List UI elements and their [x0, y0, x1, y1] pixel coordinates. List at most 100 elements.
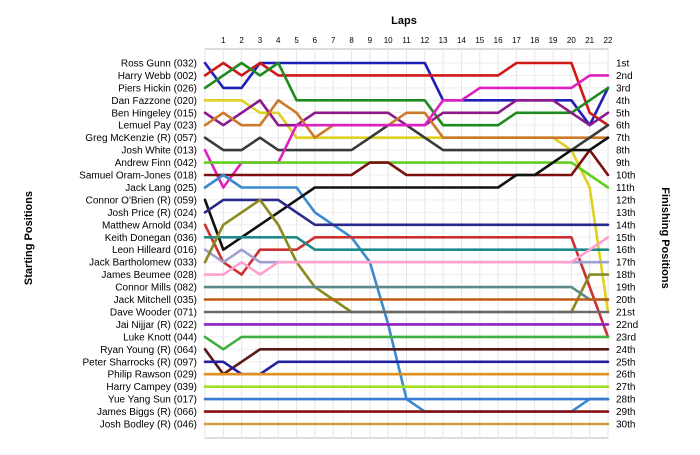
start-label: Lemuel Pay (023) [118, 121, 197, 132]
starting-position-labels: Ross Gunn (032)Harry Webb (002)Piers Hic… [79, 59, 197, 431]
start-label: Peter Sharrocks (R) (097) [83, 357, 197, 368]
finish-label: 2nd [616, 71, 633, 82]
series-group [203, 61, 610, 426]
start-label: Jai Nijjar (R) (022) [116, 320, 197, 331]
start-label: Jack Mitchell (035) [114, 295, 197, 306]
lap-tick: 7 [331, 36, 336, 45]
start-label: Yue Yang Sun (017) [108, 395, 197, 406]
finish-label: 25th [616, 357, 635, 368]
driver-line-14 [203, 223, 610, 339]
lap-tick: 12 [420, 36, 429, 45]
finish-label: 30th [616, 420, 635, 431]
driver-line-25 [203, 360, 610, 376]
start-label: Connor O'Brien (R) (059) [86, 195, 197, 206]
lap-tick: 21 [585, 36, 594, 45]
lap-tick: 22 [604, 36, 613, 45]
finish-label: 17th [616, 258, 635, 269]
finish-label: 4th [616, 96, 630, 107]
finish-label: 10th [616, 171, 635, 182]
start-label: Ross Gunn (032) [121, 59, 197, 70]
lap-tick: 11 [402, 36, 411, 45]
finish-label: 19th [616, 283, 635, 294]
finish-label: 20th [616, 295, 635, 306]
driver-line-18 [203, 236, 610, 276]
finish-label: 13th [616, 208, 635, 219]
start-label: Keith Donegan (036) [105, 233, 197, 244]
finish-label: 27th [616, 382, 635, 393]
finish-label: 18th [616, 270, 635, 281]
lap-tick: 10 [384, 36, 393, 45]
start-label: Josh Bodley (R) (046) [100, 420, 197, 431]
start-label: Harry Campey (039) [106, 382, 197, 393]
lap-tick: 16 [494, 36, 503, 45]
finish-label: 28th [616, 395, 635, 406]
start-label: James Biggs (R) (066) [97, 407, 197, 418]
finish-label: 26th [616, 370, 635, 381]
driver-line-23 [203, 335, 610, 351]
start-label: Harry Webb (002) [118, 71, 197, 82]
finish-label: 15th [616, 233, 635, 244]
y-axis-title-right: Finishing Positions [659, 187, 671, 288]
lap-tick: 5 [294, 36, 299, 45]
start-label: Matthew Arnold (034) [102, 220, 197, 231]
driver-line-10 [203, 148, 610, 177]
driver-line-3 [203, 61, 610, 127]
finish-label: 5th [616, 108, 630, 119]
finish-label: 23rd [616, 332, 636, 343]
start-label: Ryan Young (R) (064) [100, 345, 197, 356]
driver-line-2 [203, 61, 610, 127]
finish-label: 24th [616, 345, 635, 356]
finish-label: 29th [616, 407, 635, 418]
lap-tick: 20 [567, 36, 576, 45]
finish-label: 21st [616, 307, 635, 318]
lap-tick: 3 [258, 36, 263, 45]
lap-tick: 15 [475, 36, 484, 45]
lap-tick: 17 [512, 36, 521, 45]
finish-label: 11th [616, 183, 635, 194]
finish-label: 14th [616, 220, 635, 231]
driver-line-24 [203, 347, 610, 376]
lap-tick: 1 [221, 36, 226, 45]
finish-label: 3rd [616, 83, 630, 94]
start-label: Samuel Oram-Jones (018) [79, 171, 197, 182]
finish-label: 9th [616, 158, 630, 169]
start-label: Leon Hilleard (016) [112, 245, 197, 256]
finish-label: 6th [616, 121, 630, 132]
start-label: Andrew Finn (042) [115, 158, 197, 169]
driver-line-13 [203, 198, 610, 227]
start-label: Josh Price (R) (024) [108, 208, 197, 219]
start-label: Piers Hickin (026) [118, 83, 197, 94]
start-label: Dave Wooder (071) [110, 307, 197, 318]
driver-line-9 [203, 161, 610, 189]
finish-label: 7th [616, 133, 630, 144]
lap-tick: 9 [368, 36, 373, 45]
finish-label: 1st [616, 59, 630, 70]
lap-tick: 2 [239, 36, 244, 45]
lap-tick-labels: 1 2 3 4 5 6 7 8 9 10 11 12 13 14 15 16 17 18 19 20 21 22 [221, 36, 613, 45]
start-label: Connor Mills (082) [115, 283, 197, 294]
driver-line-15 [203, 236, 610, 251]
start-label: Luke Knott (044) [123, 332, 197, 343]
driver-line-6 [203, 99, 610, 139]
start-label: Jack Lang (025) [125, 183, 197, 194]
lap-tick: 6 [313, 36, 318, 45]
finish-label: 16th [616, 245, 635, 256]
finish-label: 22nd [616, 320, 638, 331]
lap-tick: 19 [549, 36, 558, 45]
lap-tick: 18 [530, 36, 539, 45]
chart-title: Laps [391, 15, 417, 27]
driver-line-19 [203, 285, 610, 301]
lap-tick: 4 [276, 36, 281, 45]
lap-tick: 14 [457, 36, 466, 45]
finish-label: 8th [616, 146, 630, 157]
y-axis-title-left: Starting Positions [23, 191, 35, 285]
start-label: Jack Bartholomew (033) [89, 258, 197, 269]
lap-tick: 8 [349, 36, 354, 45]
start-label: Dan Fazzone (020) [111, 96, 197, 107]
start-label: Greg McKenzie (R) (057) [85, 133, 197, 144]
start-label: Ben Hingeley (015) [111, 108, 197, 119]
lap-tick: 13 [439, 36, 448, 45]
start-label: Josh White (013) [121, 146, 197, 157]
start-label: James Beumee (028) [101, 270, 197, 281]
